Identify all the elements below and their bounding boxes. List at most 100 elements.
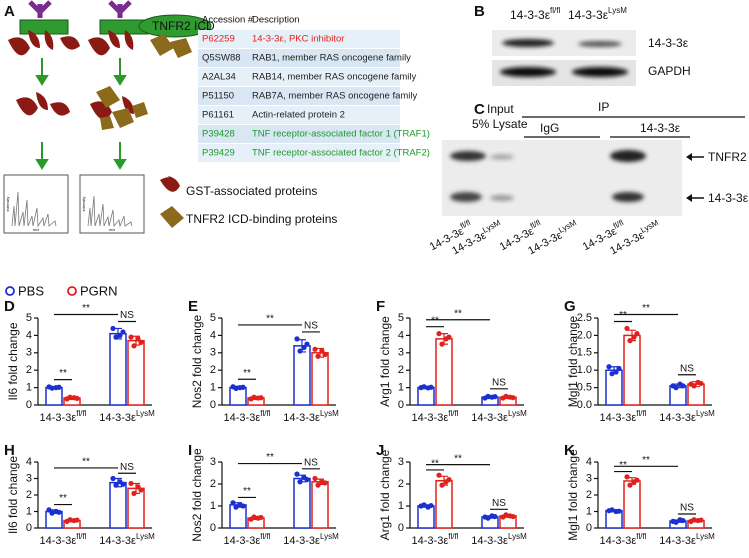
label-sup: fl/fl [76,532,86,541]
data-point [120,329,126,335]
data-point [691,517,697,523]
label-base: 14-3-3ε [471,535,508,547]
y-tick-label: 4 [398,329,404,341]
y-tick-label: 1.5 [577,347,592,359]
data-point [258,395,264,401]
label-sup: LysM [508,532,527,541]
lane-sup: fl/fl [550,6,560,15]
y-tick-label: 2 [26,489,32,501]
data-point [240,503,246,509]
data-point [294,336,300,342]
bar [417,386,435,406]
table-row [198,125,400,143]
data-point [439,482,445,488]
table-header: Description [252,15,300,26]
y-tick-label: 3 [398,456,404,468]
description: RAB7A, member RAS oncogene family [252,91,418,102]
label-sup: fl/fl [612,218,625,231]
data-point [616,508,622,514]
label-sup: LysM [557,218,578,235]
y-tick-label: 1 [26,505,32,517]
panel-label: G [564,298,576,315]
category-label: 14-3-3εLysM [99,409,155,424]
input-label: 5% Lysate [472,117,528,131]
data-point [258,514,264,521]
data-point [312,346,318,352]
data-point [492,394,498,400]
ip-group-label: 14-3-3ε [640,121,681,135]
lane-label: 14-3-3εfl/fl [510,6,560,22]
data-point [297,348,303,354]
y-tick-label: 0 [26,522,32,534]
data-point [609,371,615,377]
table-row [198,49,400,67]
data-point [128,334,134,340]
ip-group-label: IgG [540,121,559,135]
y-tick-label: 4 [26,456,32,468]
significance-label: ** [642,303,650,314]
accession: P39428 [202,129,235,140]
y-tick-label: 0 [398,522,404,534]
data-point [446,477,452,483]
bar [435,479,453,529]
y-tick-label: 2 [586,489,592,501]
data-point [698,517,704,523]
data-point [49,385,55,391]
panel-a-diagram: A TNFR2 ICD intensity m/z intensity m/z … [3,0,337,234]
label-sup: fl/fl [529,218,542,231]
significance-label: ** [266,314,274,325]
y-tick-label: 3 [26,472,32,484]
y-axis-label: Mgl1 fold change [566,315,580,407]
panel-label: K [564,442,575,459]
significance-label: ** [266,452,274,463]
panel-label: A [4,3,15,20]
label-base: 14-3-3ε [40,535,77,547]
significance-label: NS [492,498,506,509]
panel-c: C Input 5% Lysate IP IgG 14-3-3ε TNFR2 1… [428,100,749,257]
label-sup: LysM [136,532,155,541]
data-point [46,507,52,513]
category-label: 14-3-3εLysM [283,409,339,424]
y-tick-label: 0 [586,522,592,534]
bar [311,352,329,406]
panel-b: B 14-3-3εfl/fl 14-3-3εLysM 14-3-3ε GAPDH [474,3,691,86]
label-sup: LysM [320,532,339,541]
category-label: 14-3-3εfl/fl [412,409,459,424]
legend: PBS PGRN [5,283,118,298]
y-tick-label: 3 [398,347,404,359]
accession: Q5SW88 [202,53,241,64]
panel-label: B [474,3,485,20]
description: TNF receptor-associated factor 1 (TRAF1) [252,129,430,140]
data-point [56,384,62,390]
category-label: 14-3-3εfl/fl [224,532,271,547]
label-base: 14-3-3ε [224,535,261,547]
ms-y-label: intensity [5,197,10,212]
data-point [233,504,239,510]
significance-label: ** [59,493,67,504]
y-tick-label: 3 [210,456,216,468]
data-point [110,325,116,332]
bar [109,332,127,406]
data-point [609,507,615,513]
bar [623,334,641,406]
band-label: TNFR2 [708,150,747,164]
data-point [301,344,307,351]
y-tick-label: 1 [26,382,32,394]
data-point [428,384,434,390]
significance-label: ** [59,368,67,379]
data-point [240,384,246,390]
y-tick-label: 0.0 [577,399,592,411]
description: TNF receptor-associated factor 2 (TRAF2) [252,148,430,159]
legend-marker [5,286,15,296]
data-point [634,331,640,337]
lane-base: 14-3-3ε [568,8,609,22]
data-point [322,351,328,358]
data-point [49,510,55,516]
bar [45,386,63,406]
data-point [319,348,325,354]
label-base: 14-3-3ε [40,412,77,424]
significance-label: NS [120,462,134,473]
label-sup: LysM [136,409,155,418]
y-tick-label: 1 [586,505,592,517]
data-point [446,334,452,340]
